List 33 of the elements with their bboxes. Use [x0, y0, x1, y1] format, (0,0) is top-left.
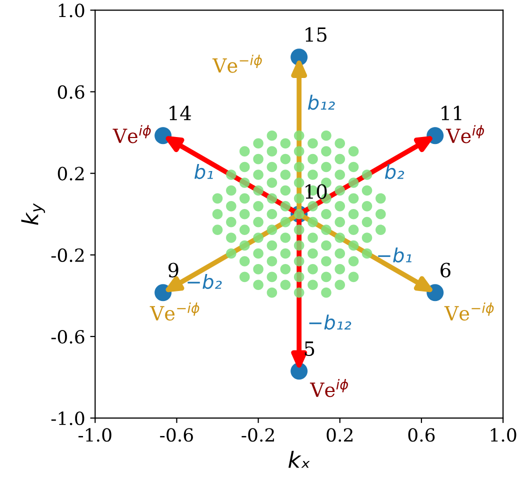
x-tick-label: -1.0: [78, 428, 112, 442]
annotation: Ve$^{iϕ}$: [446, 125, 484, 144]
y-tick-label: 0.2: [58, 166, 84, 180]
x-tick-label: 1.0: [490, 428, 516, 442]
annotation: −b₂: [188, 274, 222, 290]
annotation: 14: [170, 106, 191, 120]
y-axis-title: k$_{y}$: [21, 203, 46, 225]
annotation: 9: [168, 262, 178, 278]
annotation: 11: [442, 106, 462, 120]
annotation: 10: [306, 184, 327, 199]
y-tick-label: 1.0: [58, 4, 84, 18]
annotation: −b₁: [378, 247, 412, 262]
y-tick-label: 0.6: [58, 85, 84, 99]
annotation: Ve$^{iϕ}$: [310, 379, 348, 398]
x-tick-label: 0.2: [326, 428, 352, 442]
annotation: −b₁₂: [309, 314, 352, 330]
x-tick-label: -0.2: [242, 428, 274, 442]
x-axis-title: kₓ: [288, 450, 310, 468]
annotation: Ve$^{−iϕ}$: [150, 302, 200, 321]
annotation: b₁₂: [308, 94, 335, 110]
annotation: 5: [304, 342, 314, 356]
x-tick-label: 0.6: [408, 428, 435, 442]
annotation: b₁: [194, 164, 213, 180]
annotation: Ve$^{−iϕ}$: [444, 302, 494, 321]
annotation: b₂: [384, 164, 404, 180]
y-tick-label: -1.0: [51, 412, 84, 426]
annotation: 15: [306, 27, 326, 42]
y-tick-label: -0.6: [51, 330, 84, 344]
x-tick-label: -0.6: [160, 428, 193, 442]
y-tick-label: -0.2: [51, 248, 84, 262]
annotation: Ve$^{−iϕ}$: [212, 54, 262, 73]
annotation: 6: [440, 262, 450, 278]
annotation: Ve$^{iϕ}$: [112, 125, 151, 144]
